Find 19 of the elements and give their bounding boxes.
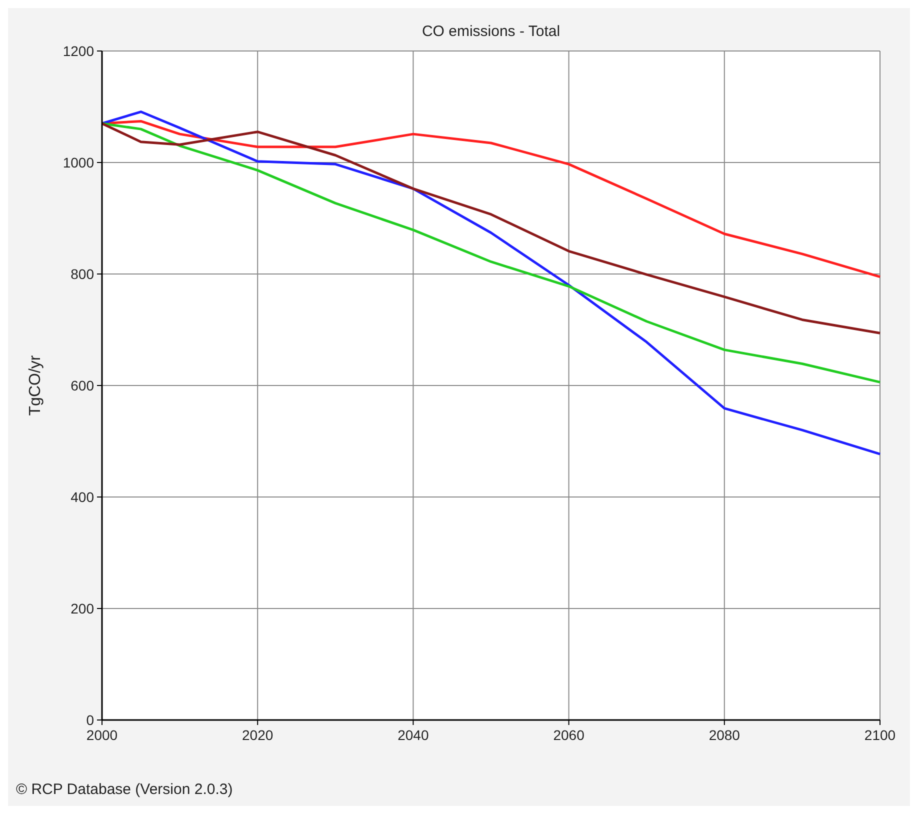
line-series <box>100 122 882 334</box>
line-series <box>100 122 882 384</box>
x-tick-label: 2080 <box>708 727 740 743</box>
x-tick-label: 2020 <box>242 727 274 743</box>
y-tick-label: 1000 <box>62 154 94 170</box>
line-series <box>100 110 882 456</box>
y-tick-label: 0 <box>86 712 94 728</box>
x-tick-label: 2040 <box>398 727 429 743</box>
x-tick-label: 2100 <box>864 727 896 743</box>
y-axis-title: TgCO/yr <box>27 354 44 416</box>
text: © RCP Database (Version 2.0.3) <box>16 781 233 798</box>
x-tick-label: 2000 <box>86 727 118 743</box>
y-tick-label: 200 <box>70 600 94 616</box>
y-tick-label: 400 <box>70 488 94 505</box>
chart-title: CO emissions - Total <box>422 23 560 40</box>
y-tick-label: 1200 <box>62 42 94 59</box>
x-tick-label: 2060 <box>553 727 585 743</box>
y-tick-label: 800 <box>70 266 94 282</box>
y-tick-label: 600 <box>70 377 94 394</box>
